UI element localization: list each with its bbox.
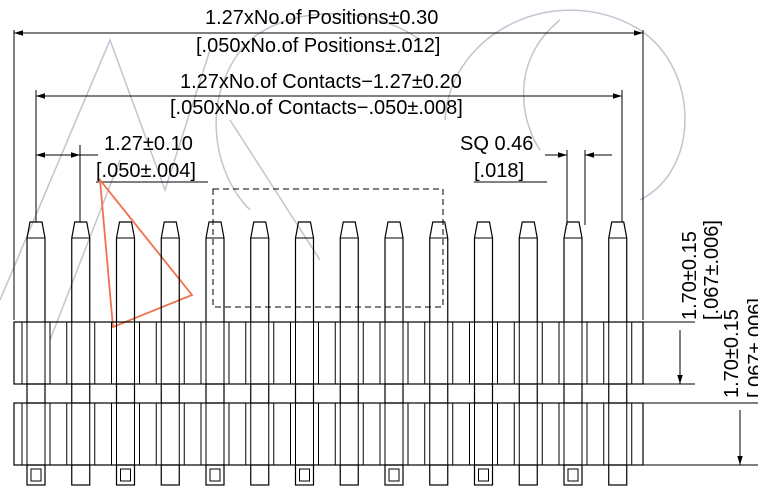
pin-tail bbox=[429, 464, 449, 486]
pin-between-rows bbox=[26, 383, 46, 404]
pitch-in-label: [.050±.004] bbox=[96, 160, 196, 182]
pin-between-rows bbox=[429, 383, 449, 404]
pin bbox=[71, 221, 91, 322]
contact-span-mm-label: 1.27xNo.of Contacts−1.27±0.20 bbox=[180, 71, 462, 93]
pin-tail-inner bbox=[478, 468, 489, 482]
pin-tail bbox=[518, 464, 538, 486]
pin-tail bbox=[473, 464, 494, 486]
row2-height-in-label: [.067±.006] bbox=[745, 298, 758, 398]
row2-height-mm-label: 1.70±0.15 bbox=[721, 309, 743, 398]
pin-tail-inner bbox=[120, 468, 131, 482]
pin bbox=[608, 221, 628, 322]
pin-between-rows bbox=[608, 383, 628, 404]
pin-between-rows bbox=[71, 383, 91, 404]
contact-span-in-label: [.050xNo.of Contacts−.050±.008] bbox=[170, 97, 463, 119]
pin-square-mm-label: SQ 0.46 bbox=[460, 133, 533, 155]
pin-tail-inner bbox=[209, 468, 221, 482]
pin-tail bbox=[294, 464, 315, 486]
pin-tail bbox=[205, 464, 225, 486]
pin bbox=[429, 221, 449, 322]
pin bbox=[205, 221, 225, 322]
highlight-triangle bbox=[98, 177, 194, 329]
pin-between-rows bbox=[339, 383, 359, 404]
pin bbox=[473, 221, 494, 322]
pin bbox=[563, 221, 583, 322]
detail-region-box bbox=[212, 188, 444, 308]
pin-tail bbox=[160, 464, 180, 486]
pin-tail-inner bbox=[30, 468, 42, 482]
pins-group bbox=[21, 221, 633, 486]
pin-between-rows bbox=[205, 383, 225, 404]
pin-tail bbox=[384, 464, 404, 486]
pin-tail bbox=[71, 464, 91, 486]
pin-tail bbox=[339, 464, 359, 486]
pin-tail bbox=[26, 464, 46, 486]
pin-between-rows bbox=[563, 383, 583, 404]
pin-tail bbox=[608, 464, 628, 486]
overall-length-mm-label: 1.27xNo.of Positions±0.30 bbox=[205, 7, 438, 29]
pin-tail bbox=[250, 464, 270, 486]
pin bbox=[339, 221, 359, 322]
pin-between-rows bbox=[294, 383, 315, 404]
pin bbox=[115, 221, 136, 322]
pin-between-rows bbox=[115, 383, 136, 404]
pin bbox=[384, 221, 404, 322]
pin-tail-inner bbox=[388, 468, 400, 482]
row1-height-mm-label: 1.70±0.15 bbox=[679, 231, 701, 320]
overall-length-in-label: [.050xNo.of Positions±.012] bbox=[196, 35, 440, 57]
pin-between-rows bbox=[384, 383, 404, 404]
pin bbox=[294, 221, 315, 322]
watermark bbox=[0, 9, 686, 341]
pin bbox=[160, 221, 180, 322]
pitch-mm-label: 1.27±0.10 bbox=[104, 133, 193, 155]
pin-between-rows bbox=[250, 383, 270, 404]
pin bbox=[250, 221, 270, 322]
pin-tail bbox=[563, 464, 583, 486]
pin-tail-inner bbox=[299, 468, 310, 482]
pin bbox=[518, 221, 538, 322]
pin-between-rows bbox=[473, 383, 494, 404]
row1-height-in-label: [.067±.006] bbox=[701, 220, 723, 320]
pin-square-in-label: [.018] bbox=[474, 160, 524, 182]
pin-tail-inner bbox=[567, 468, 579, 482]
pin-between-rows bbox=[518, 383, 538, 404]
housing-upper bbox=[13, 321, 644, 385]
pin-between-rows bbox=[160, 383, 180, 404]
pin-tail bbox=[115, 464, 136, 486]
pin bbox=[26, 221, 46, 322]
housing-lower bbox=[13, 402, 644, 466]
